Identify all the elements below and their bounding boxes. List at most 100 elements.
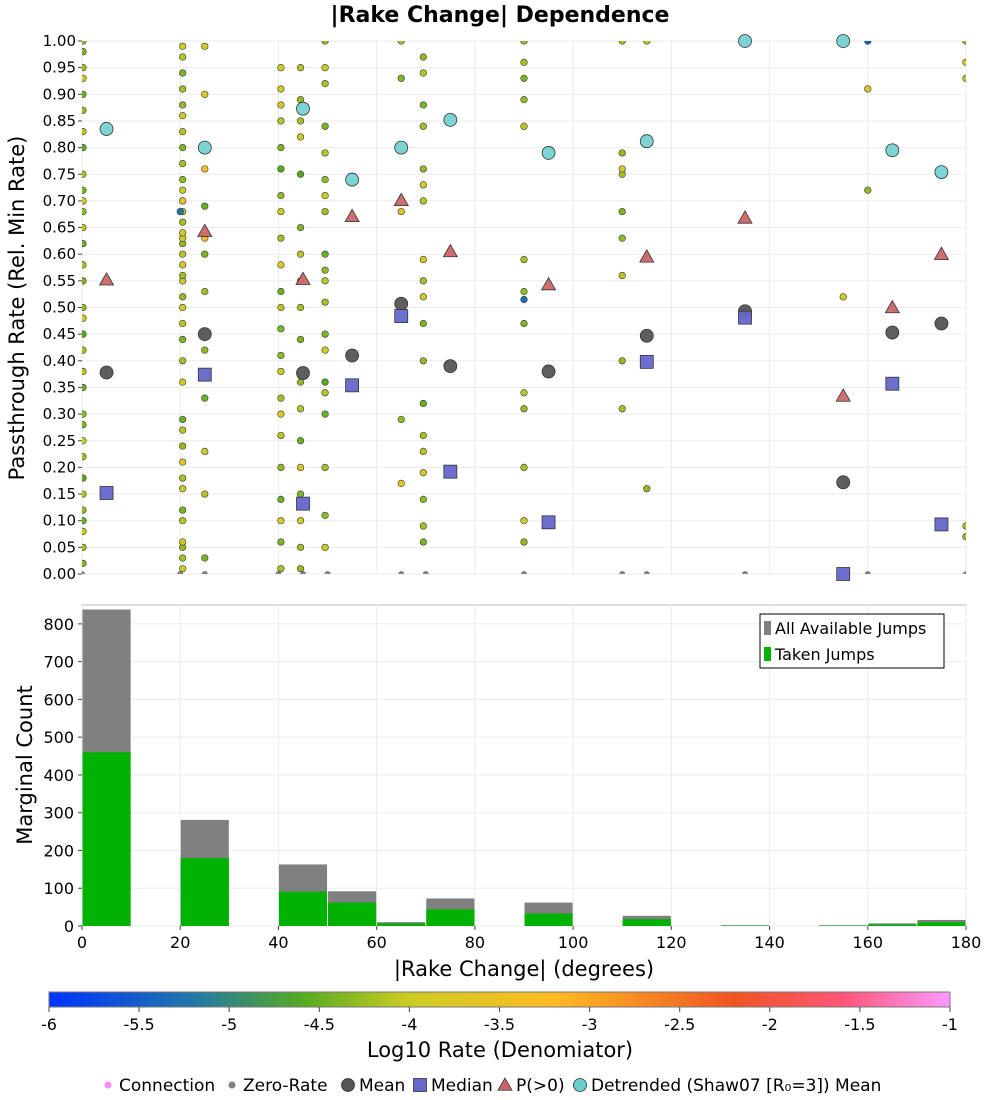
histogram-x-tick-label: 140 xyxy=(754,933,785,952)
connection-point xyxy=(321,389,329,397)
connection-point xyxy=(277,325,285,333)
connection-point xyxy=(179,261,187,269)
connection-point xyxy=(397,207,405,216)
marker-median xyxy=(345,378,360,393)
histogram-y-tick-label: 400 xyxy=(43,766,74,785)
marker-mean xyxy=(639,328,654,343)
connection-point xyxy=(277,463,285,472)
connection-point xyxy=(179,415,187,424)
histogram-panel: 0 100 200 300 400 500 600 700 800 0 20 40 60 80 100 12… xyxy=(13,604,981,982)
connection-point xyxy=(179,159,187,168)
scatter-panel: 0.00 0.05 0.10 0.15 0.20 0.25 0.30 0.35 0.40 0.45… xyxy=(5,32,967,583)
connection-point xyxy=(419,53,427,61)
connection-point xyxy=(176,207,184,216)
connection-point xyxy=(82,517,87,525)
connection-point xyxy=(419,447,427,456)
connection-point xyxy=(201,42,209,50)
connection-point xyxy=(419,538,427,546)
connection-point xyxy=(82,74,87,82)
legend-marker-connection xyxy=(104,1081,112,1089)
connection-point xyxy=(82,330,87,338)
connection-point xyxy=(397,415,405,424)
connection-point xyxy=(296,170,305,178)
marker-mean xyxy=(443,359,458,374)
connection-point xyxy=(82,303,87,312)
histogram-y-tick-label: 700 xyxy=(43,653,74,672)
marker-detrended-shaw07-r-3-mean xyxy=(345,172,360,187)
connection-point xyxy=(520,74,528,82)
connection-point xyxy=(179,378,187,386)
histogram-y-tick-label: 600 xyxy=(43,690,74,709)
scatter-y-tick-label: 0.60 xyxy=(43,245,76,263)
marker-p-0 xyxy=(442,243,459,258)
connection-point xyxy=(643,485,651,493)
connection-point xyxy=(296,335,305,344)
legend-swatch-all-available xyxy=(764,621,771,635)
legend-marker-zero-rate xyxy=(228,1081,236,1089)
connection-point xyxy=(201,346,209,354)
connection-point xyxy=(201,394,209,402)
bar-taken xyxy=(82,752,131,926)
connection-point xyxy=(643,41,651,45)
connection-point xyxy=(296,463,305,472)
scatter-y-tick-label: 0.10 xyxy=(43,512,76,530)
connection-point xyxy=(277,64,285,72)
connection-point xyxy=(277,191,285,200)
connection-point xyxy=(179,218,187,226)
connection-point xyxy=(179,303,187,312)
zero-rate-point xyxy=(864,571,871,574)
connection-point xyxy=(201,165,209,173)
histogram-y-tick-label: 100 xyxy=(43,879,74,898)
zero-rate-point xyxy=(201,571,208,574)
marker-p-0 xyxy=(737,210,753,224)
scatter-y-tick-label: 0.15 xyxy=(43,485,76,503)
legend-marker-median xyxy=(413,1078,427,1092)
legend-marker-p-0 xyxy=(497,1077,513,1091)
scatter-y-tick-label: 0.30 xyxy=(43,405,76,423)
histogram-legend-box xyxy=(759,613,945,669)
connection-point xyxy=(277,261,285,269)
connection-point xyxy=(82,128,87,136)
connection-point xyxy=(419,319,427,328)
connection-point xyxy=(419,357,427,365)
legend-marker-detrended-shaw07-r-3-mean xyxy=(573,1078,587,1092)
marker-detrended-shaw07-r-3-mean xyxy=(639,134,654,149)
histogram-y-tick-label: 500 xyxy=(43,728,74,747)
connection-point xyxy=(179,426,187,434)
histogram-y-label: Marginal Count xyxy=(13,685,37,844)
connection-point xyxy=(179,474,187,482)
marker-detrended-shaw07-r-3-mean xyxy=(296,101,310,116)
marker-p-0 xyxy=(98,271,115,286)
connection-point xyxy=(82,437,87,445)
zero-rate-point xyxy=(521,571,527,574)
marker-median xyxy=(885,376,900,391)
bar-taken xyxy=(278,891,328,926)
marker-p-0 xyxy=(639,249,655,263)
connection-point xyxy=(419,101,427,109)
marker-p-0 xyxy=(884,299,901,314)
legend-label-all-available: All Available Jumps xyxy=(775,619,926,638)
zero-rate-point xyxy=(643,571,650,574)
connection-point xyxy=(179,506,187,514)
connection-point xyxy=(277,117,285,125)
connection-point xyxy=(277,394,285,402)
connection-point xyxy=(962,533,966,541)
marker-median xyxy=(738,310,752,325)
connection-point xyxy=(296,405,305,413)
scatter-y-tick-label: 0.85 xyxy=(43,112,76,130)
marker-median xyxy=(197,367,212,382)
connection-point xyxy=(179,271,187,280)
connection-point xyxy=(82,559,87,567)
scatter-y-tick-label: 0.80 xyxy=(43,139,76,157)
zero-rate-point xyxy=(742,571,748,574)
histogram-x-tick-label: 60 xyxy=(366,933,386,952)
connection-point xyxy=(618,41,626,45)
scatter-y-tick-label: 0.40 xyxy=(43,352,76,370)
zero-rate-point xyxy=(398,571,405,574)
bar-taken xyxy=(524,913,573,926)
zero-rate-point xyxy=(82,571,85,574)
connection-point xyxy=(277,303,285,312)
connection-point xyxy=(201,90,209,98)
connection-point xyxy=(82,383,87,392)
connection-point xyxy=(82,207,87,216)
